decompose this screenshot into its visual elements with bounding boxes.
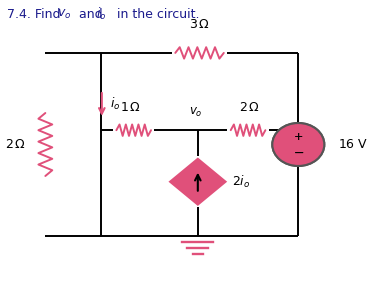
Text: $i_o$: $i_o$ [96, 6, 107, 22]
Circle shape [272, 123, 324, 166]
Text: $1\,\Omega$: $1\,\Omega$ [120, 101, 141, 114]
Text: $-$: $-$ [293, 146, 304, 159]
Circle shape [272, 123, 324, 166]
Text: and: and [75, 8, 106, 21]
Text: $-$: $-$ [293, 146, 304, 159]
Text: $+$: $+$ [293, 131, 304, 142]
Text: $3\,\Omega$: $3\,\Omega$ [189, 18, 210, 32]
Text: 7.4. Find: 7.4. Find [7, 8, 65, 21]
Text: $2i_o$: $2i_o$ [232, 174, 251, 190]
Text: in the circuit.: in the circuit. [113, 8, 199, 21]
Text: $2\,\Omega$: $2\,\Omega$ [5, 138, 26, 151]
Text: $16\ \mathrm{V}$: $16\ \mathrm{V}$ [338, 138, 369, 151]
Text: $v_o$: $v_o$ [189, 106, 203, 119]
Text: $2\,\Omega$: $2\,\Omega$ [239, 101, 260, 114]
Text: $v_o$: $v_o$ [57, 8, 72, 21]
Text: $i_o$: $i_o$ [110, 96, 121, 112]
Text: $+$: $+$ [293, 131, 304, 142]
Polygon shape [170, 159, 225, 205]
